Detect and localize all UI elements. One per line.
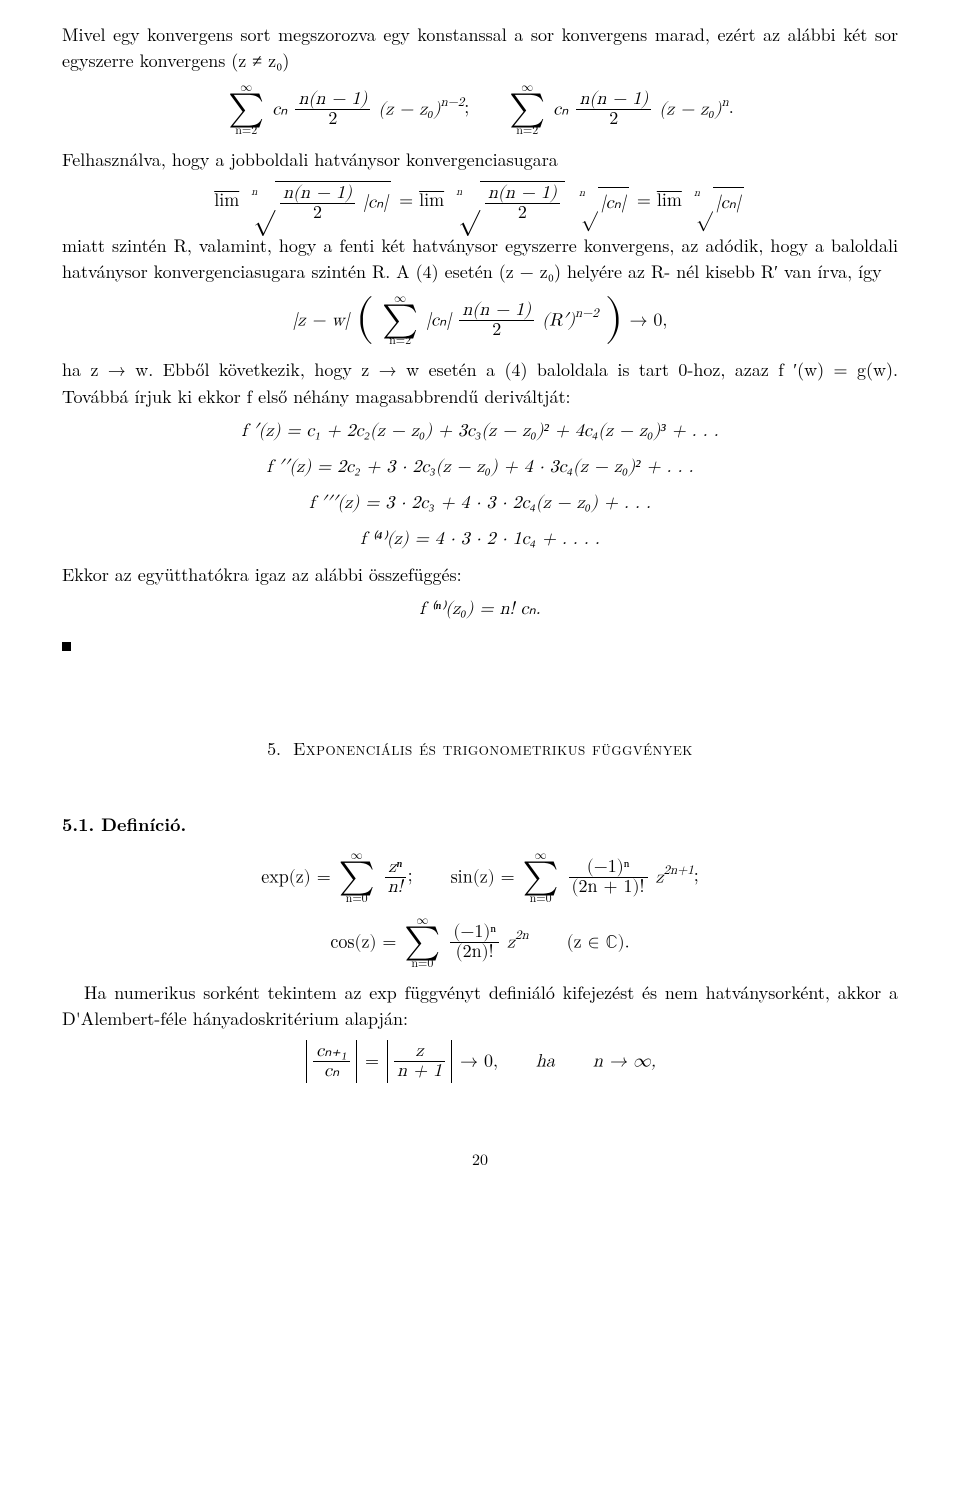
limsup-1: lim: [214, 192, 239, 210]
abs-cn: |cₙ|: [426, 311, 451, 329]
eq-1: =: [399, 192, 419, 210]
section-number: 5.: [267, 736, 281, 761]
ha-word: ha: [536, 1052, 555, 1070]
root-2: n√ n(n − 1)2: [452, 181, 565, 223]
sep-exp: ;: [408, 868, 413, 886]
sigma-inner: ∞ ∑ n=2: [382, 293, 418, 348]
display-series-pair: ∞ ∑ n=2 cₙ n(n − 1) 2 (z − z₀)n−2; ∞ ∑ n…: [62, 82, 898, 137]
arrow-ratio: → 0,: [460, 1052, 498, 1070]
abs-left: cₙ₊₁ cₙ: [306, 1040, 357, 1083]
paragraph-3: miatt szintén R, valamint, hogy a fenti …: [62, 233, 898, 285]
cos-exp: 2n: [515, 929, 529, 942]
definition-5-1-head: 5.1. Definíció.: [62, 812, 898, 838]
sigma-sin: ∞ ∑ n=0: [523, 850, 559, 905]
term2-base: (z − z₀): [659, 100, 721, 118]
term2-exp: n: [721, 96, 728, 109]
cos-z: z: [507, 933, 515, 951]
eq-ratio: =: [365, 1052, 385, 1070]
limsup-2: lim: [419, 192, 444, 210]
sigma-right: ∞ ∑ n=2: [509, 82, 545, 137]
term2-frac: n(n − 1) 2: [576, 90, 651, 129]
exp-frac: zⁿ n!: [385, 858, 406, 897]
sin-exp: 2n+1: [664, 865, 694, 878]
paragraph-1: Mivel egy konvergens sort megszorozva eg…: [62, 22, 898, 74]
term1-coeff: cₙ: [272, 100, 287, 118]
arrow-zero: → 0,: [629, 311, 667, 329]
paragraph-2: Felhasználva, hogy a jobboldali hatványs…: [62, 147, 898, 173]
display-limit-zero: |z − w| ( ∞ ∑ n=2 |cₙ| n(n − 1) 2 (R′)n−…: [62, 293, 898, 348]
root-1: n√ n(n − 1)2 |cₙ|: [247, 181, 391, 223]
deriv-line-2: f ′′(z) = 2c₂ + 3 · 2c₃(z − z₀) + 4 · 3c…: [62, 454, 898, 480]
trailing-dot-1: .: [729, 99, 734, 117]
def-cos: cos(z) = ∞ ∑ n=0 (−1)ⁿ (2n)! z2n (z ∈ ℂ)…: [62, 915, 898, 970]
sigma-left: ∞ ∑ n=2: [228, 82, 264, 137]
sigma-exp: ∞ ∑ n=0: [339, 850, 375, 905]
deriv-line-1: f ′(z) = c₁ + 2c₂(z − z₀) + 3c₃(z − z₀)²…: [62, 418, 898, 444]
sin-z: z: [656, 869, 664, 887]
limsup-3: lim: [657, 192, 682, 210]
page-number: 20: [62, 1147, 898, 1170]
sigma-cos: ∞ ∑ n=0: [404, 915, 440, 970]
abs-zw: |z − w|: [293, 311, 350, 329]
rprime: (R′): [542, 311, 575, 329]
display-nth-deriv-coeff: f ⁽ⁿ⁾(z₀) = n! cₙ.: [62, 596, 898, 622]
qed-box: [62, 642, 71, 651]
term1-base: (z − z₀): [378, 100, 440, 118]
deriv-line-4: f ⁽⁴⁾(z) = 4 · 3 · 2 · 1c₄ + . . . .: [62, 526, 898, 552]
domain-spec: (z ∈ ℂ).: [567, 933, 630, 951]
eq-2: =: [637, 192, 657, 210]
sin-lhs: sin(z) =: [451, 869, 521, 887]
deriv-line-3: f ′′′(z) = 3 · 2c₃ + 4 · 3 · 2c₄(z − z₀)…: [62, 490, 898, 516]
display-limsup-roots: lim n√ n(n − 1)2 |cₙ| = lim n√ n(n − 1)2…: [62, 181, 898, 223]
exp-lhs: exp(z) =: [261, 869, 336, 887]
rprime-exp: n−2: [575, 307, 599, 320]
paragraph-4: ha z → w. Ebből következik, hogy z → w e…: [62, 357, 898, 409]
section-5-heading: 5. Exponenciális és trigonometrikus függ…: [62, 736, 898, 762]
term1-frac: n(n − 1) 2: [295, 90, 370, 129]
sep-sin: ;: [694, 868, 699, 886]
sep-1: ;: [464, 99, 469, 117]
cos-frac: (−1)ⁿ (2n)!: [450, 923, 499, 962]
display-ratio-test: cₙ₊₁ cₙ = z n + 1 → 0, ha n → ∞,: [62, 1040, 898, 1083]
paragraph-6: Ha numerikus sorként tekintem az exp füg…: [62, 980, 898, 1032]
section-title: Exponenciális és trigonometrikus függvén…: [293, 736, 693, 761]
root-4: n√|cₙ|: [690, 187, 744, 217]
abs-right: z n + 1: [387, 1040, 452, 1083]
paragraph-5: Ekkor az együtthatókra igaz az alábbi ös…: [62, 562, 898, 588]
cos-lhs: cos(z) =: [330, 933, 402, 951]
n-to-inf: n → ∞,: [593, 1052, 656, 1070]
def-exp-sin: exp(z) = ∞ ∑ n=0 zⁿ n! ; sin(z) = ∞ ∑ n=…: [62, 850, 898, 905]
term1-exp: n−2: [441, 96, 465, 109]
sin-frac: (−1)ⁿ (2n + 1)!: [569, 858, 648, 897]
inner-frac: n(n − 1) 2: [459, 301, 534, 340]
root-3: n√|cₙ|: [575, 187, 629, 217]
term2-coeff: cₙ: [553, 100, 568, 118]
